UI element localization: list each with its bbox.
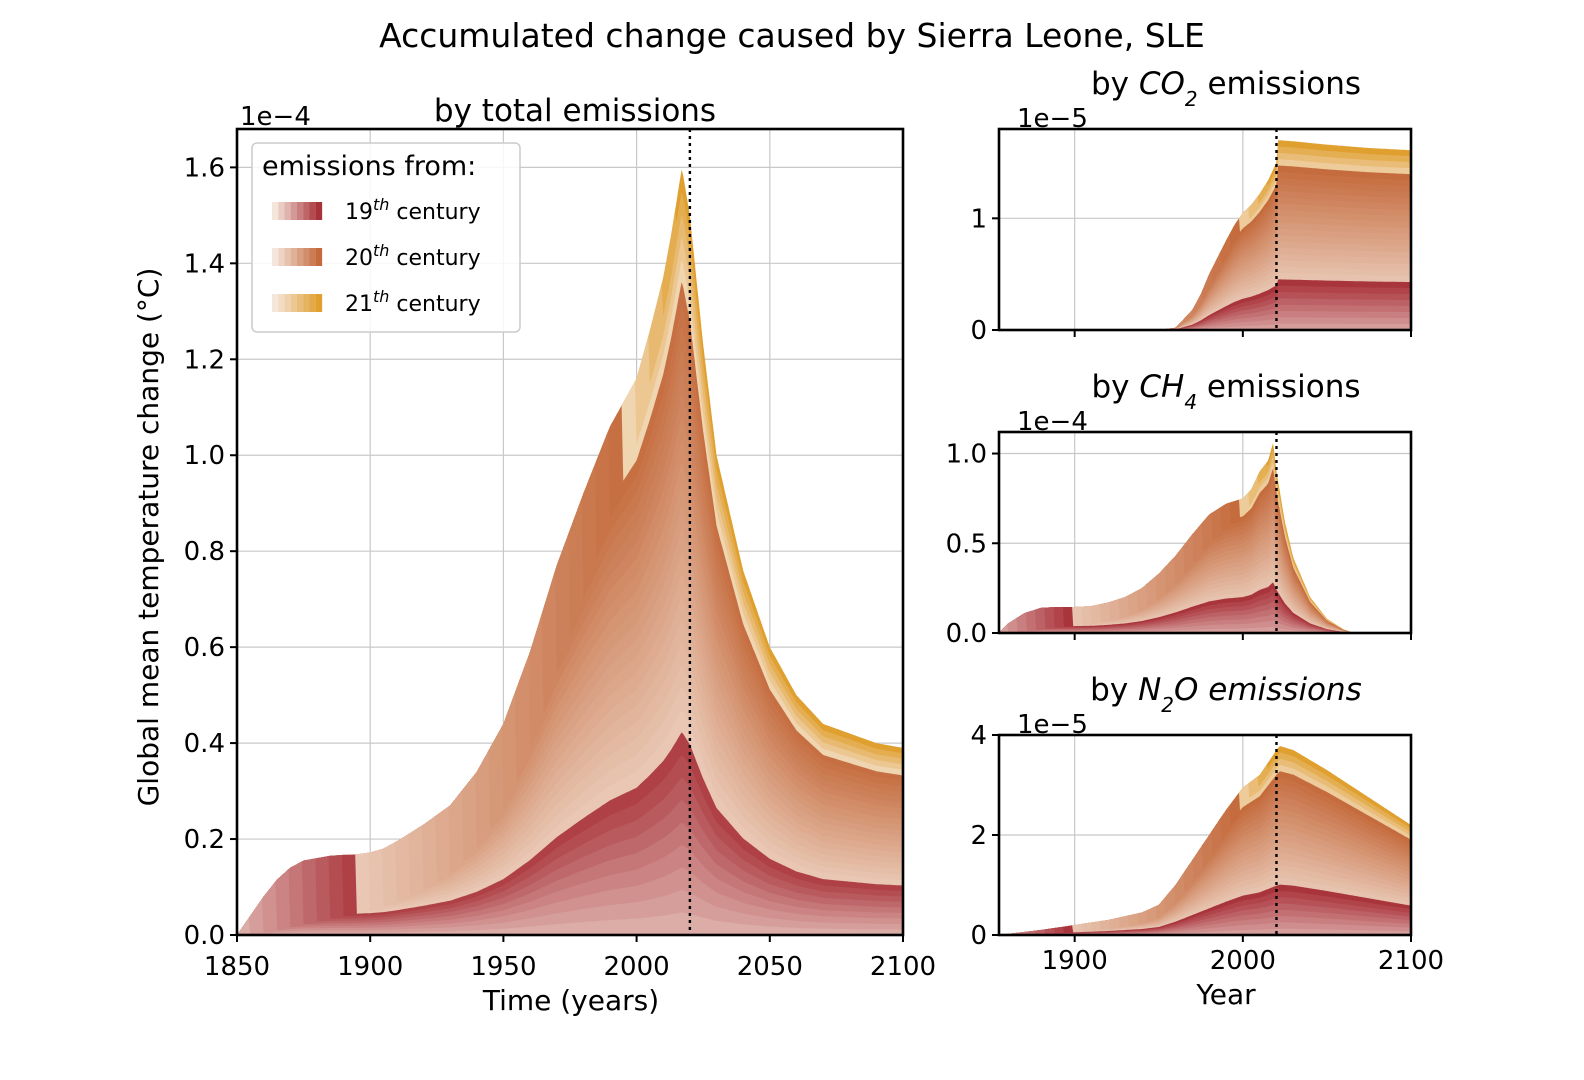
ch4-y-tick-label: 0.5: [946, 529, 987, 559]
ch4-area-layer: [999, 612, 1411, 633]
legend-swatch-segment: [309, 294, 316, 312]
total-x-tick-label: 2100: [870, 952, 936, 982]
legend-swatch-segment: [272, 202, 279, 220]
total-area-layers: [237, 169, 903, 936]
n2o-x-tick-label: 2100: [1378, 946, 1444, 976]
total-x-tick-label: 2050: [737, 952, 803, 982]
n2o-x-tick-label: 1900: [1042, 946, 1108, 976]
figure-title: Accumulated change caused by Sierra Leon…: [379, 16, 1205, 55]
co2-panel-title: by CO2 emissions: [1091, 66, 1361, 111]
ch4-area-layers: [999, 443, 1411, 633]
legend-swatch-19th-century: [272, 202, 323, 220]
total-y-tick-label: 1.4: [184, 249, 225, 279]
co2-x-ticks: [1073, 330, 1412, 337]
ch4-emissions-panel: by CH4 emissions 1e−4 0.00.51.0: [946, 369, 1413, 649]
ch4-panel-title: by CH4 emissions: [1091, 369, 1360, 414]
legend-swatch-segment: [315, 294, 323, 312]
total-x-tick-label: 1850: [204, 952, 270, 982]
n2o-x-axis-label: Year: [1195, 978, 1256, 1011]
legend-swatch-segment: [290, 294, 298, 312]
co2-emissions-panel: by CO2 emissions 1e−5 01: [970, 66, 1413, 346]
total-panel-title: by total emissions: [434, 93, 716, 129]
legend-title: emissions from:: [262, 151, 476, 182]
n2o-area-layers: [999, 746, 1411, 935]
total-x-tick-label: 2000: [604, 952, 670, 982]
n2o-y-tick-label: 0: [970, 921, 987, 951]
total-area-layer: [237, 912, 903, 935]
legend-swatch-segment: [278, 294, 285, 312]
total-y-ticks: 0.0 0.2 0.4 0.6 0.8 1.0 1.2 1.4 1.6: [184, 153, 237, 951]
co2-area-layers: [999, 140, 1411, 330]
legend-swatch-segment: [284, 202, 291, 220]
ch4-area-layer: [999, 618, 1411, 633]
total-y-tick-label: 0.8: [184, 537, 225, 567]
legend-swatch-segment: [290, 248, 298, 266]
total-emissions-panel: by total emissions 1e−4 1850 1900 1950 2000…: [132, 93, 936, 1017]
total-y-axis-label: Global mean temperature change (°C): [132, 268, 165, 807]
total-axes-frame: [235, 127, 905, 937]
n2o-panel-title: by N2O emissions: [1090, 672, 1362, 717]
co2-y-tick-label: 0: [970, 316, 987, 346]
legend-swatch-segment: [303, 294, 310, 312]
legend-swatch-segment: [303, 202, 310, 220]
ch4-area-layer: [999, 607, 1411, 633]
legend-swatch-segment: [272, 294, 279, 312]
ch4-x-ticks: [1073, 633, 1412, 640]
legend-swatch-segment: [297, 294, 304, 312]
n2o-area-layer: [999, 928, 1411, 935]
legend-swatch-segment: [272, 248, 279, 266]
n2o-y-ticks: 0 2 4: [970, 721, 999, 951]
legend-swatch-20th-century: [272, 248, 323, 266]
n2o-y-tick-label: 4: [970, 721, 987, 751]
legend-swatch-segment: [297, 248, 304, 266]
total-y-tick-label: 0.4: [184, 729, 225, 759]
ch4-axes-frame: [997, 430, 1413, 635]
legend-swatch-segment: [309, 248, 316, 266]
legend-swatch-segment: [278, 202, 285, 220]
legend-swatch-segment: [290, 202, 298, 220]
legend-label-19th-century: 19th century: [345, 195, 481, 226]
co2-y-tick-label: 1: [970, 204, 987, 234]
co2-y-ticks: 01: [970, 204, 999, 346]
legend-box: [251, 142, 521, 333]
n2o-y-tick-label: 2: [970, 821, 987, 851]
total-y-tick-label: 0.2: [184, 825, 225, 855]
legend-swatch-segment: [315, 248, 323, 266]
legend-swatch-segment: [284, 294, 291, 312]
total-y-tick-label: 1.0: [184, 441, 225, 471]
total-scale-label: 1e−4: [240, 102, 311, 132]
ch4-y-ticks: 0.0 0.5 1.0: [946, 440, 999, 649]
legend-label-21st-century: 21th century: [345, 287, 481, 318]
n2o-x-ticks: 1900 2000 2100: [1042, 935, 1444, 976]
total-y-tick-label: 1.6: [184, 153, 225, 183]
ch4-y-tick-label: 0.0: [946, 619, 987, 649]
total-x-axis-label: Time (years): [482, 984, 659, 1017]
total-x-tick-label: 1950: [470, 952, 536, 982]
total-x-ticks: 1850 1900 1950 2000 2050 2100: [204, 935, 936, 982]
n2o-emissions-panel: by N2O emissions 1e−5 1900 2000 2100 024 Y…: [970, 672, 1444, 1011]
ch4-y-tick-label: 1.0: [946, 440, 987, 470]
total-y-tick-label: 0.0: [184, 921, 225, 951]
ch4-area-layer: [999, 601, 1411, 633]
n2o-x-tick-label: 2000: [1210, 946, 1276, 976]
co2-area-layer: [999, 323, 1411, 330]
total-y-tick-label: 1.2: [184, 345, 225, 375]
total-y-tick-label: 0.6: [184, 633, 225, 663]
total-x-tick-label: 1900: [337, 952, 403, 982]
legend-swatch-segment: [309, 202, 316, 220]
legend-swatch-21st-century: [272, 294, 323, 312]
ch4-area-layer: [999, 624, 1411, 633]
legend: emissions from: 19th century 20th centur…: [251, 142, 521, 333]
legend-swatch-segment: [284, 248, 291, 266]
legend-swatch-segment: [278, 248, 285, 266]
ch4-area-layer: [999, 595, 1411, 633]
co2-axes-frame: [997, 127, 1413, 332]
legend-swatch-segment: [297, 202, 304, 220]
legend-swatch-segment: [315, 202, 323, 220]
legend-label-20th-century: 20th century: [345, 241, 481, 272]
legend-swatch-segment: [303, 248, 310, 266]
